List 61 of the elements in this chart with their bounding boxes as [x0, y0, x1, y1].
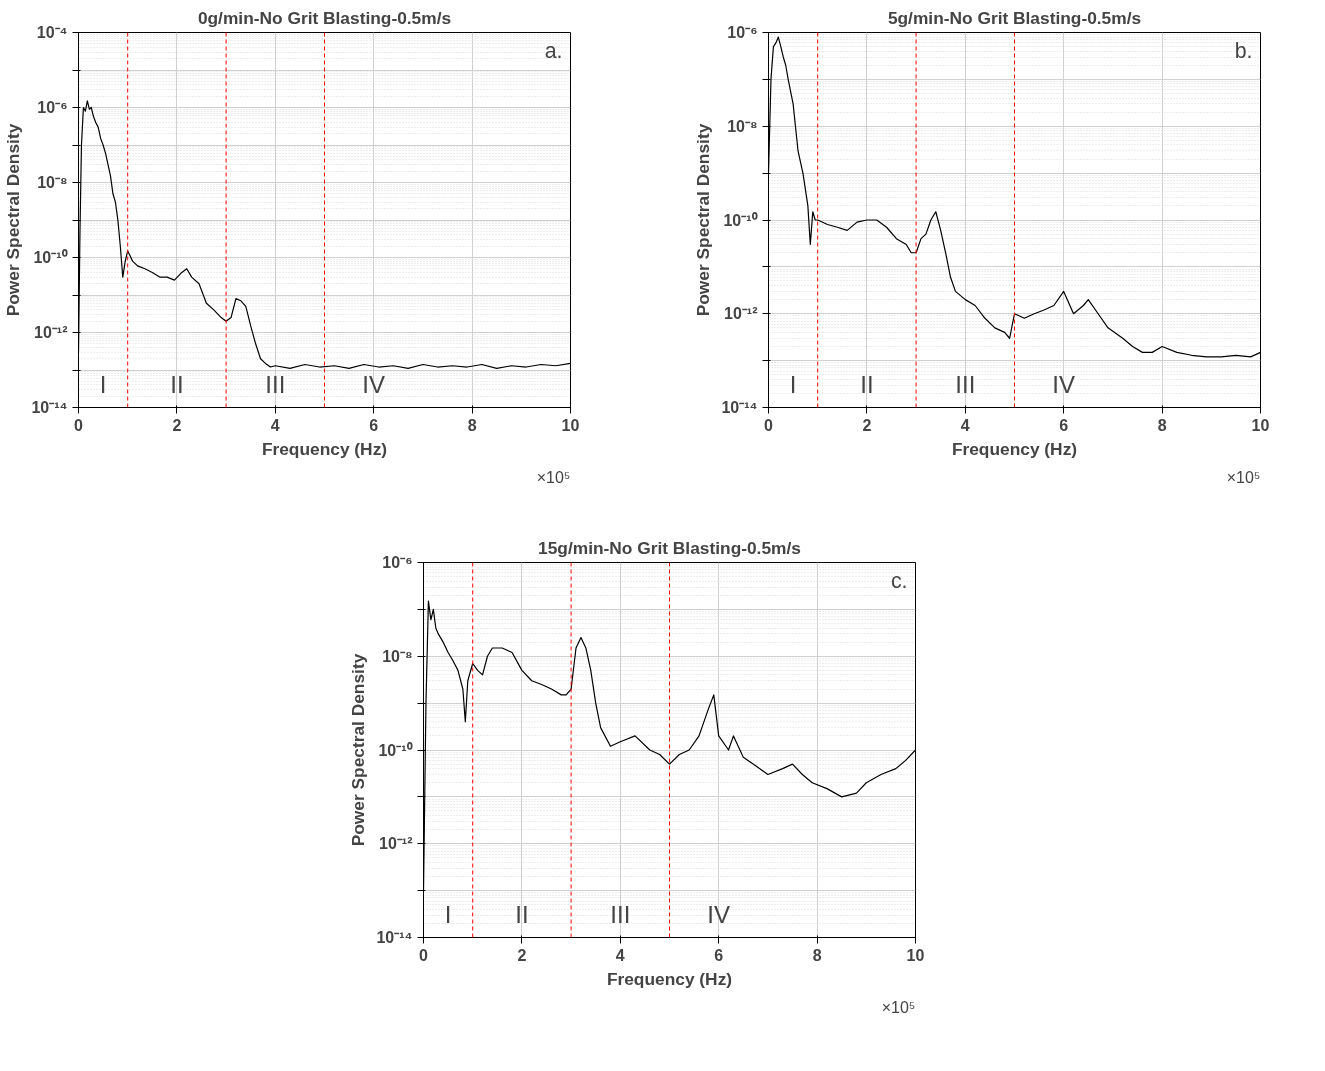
x-tick-label: 6 — [1059, 416, 1069, 434]
y-tick-label: 10⁻⁸ — [382, 647, 413, 665]
x-tick-label: 8 — [1157, 416, 1167, 434]
chart-title: 15g/min-No Grit Blasting-0.5m/s — [538, 537, 801, 558]
y-axis-title: Power Spectral Density — [348, 653, 369, 847]
x-tick-label: 2 — [862, 416, 872, 434]
annotation: II — [515, 900, 529, 928]
x-tick-label: 6 — [714, 946, 724, 964]
y-tick-label: 10⁻¹⁰ — [33, 249, 68, 266]
x-tick-label: 4 — [270, 416, 280, 434]
annotation: c. — [890, 568, 908, 593]
annotation: I — [99, 370, 107, 398]
chart-title: 0g/min-No Grit Blasting-0.5m/s — [197, 7, 452, 28]
y-tick-label: 10⁻¹² — [724, 305, 758, 323]
y-tick-label: 10⁻⁸ — [37, 174, 68, 191]
annotation: IV — [707, 900, 731, 928]
annotation: a. — [544, 38, 563, 63]
x-tick-label: 6 — [369, 416, 379, 434]
text: ×10⁵ — [536, 468, 571, 486]
annotation: III — [610, 900, 631, 928]
x-tick-label: 0 — [74, 416, 84, 434]
x-axis-title: Frequency (Hz) — [606, 968, 733, 989]
x-tick-label: 4 — [615, 946, 625, 964]
x-tick-label: 2 — [172, 416, 182, 434]
y-axis-title: Power Spectral Density — [693, 123, 714, 317]
annotation: II — [170, 370, 184, 398]
x-tick-label: 10 — [906, 946, 925, 964]
y-tick-label: 10⁻¹² — [379, 835, 413, 853]
y-tick-label: 10⁻¹⁴ — [31, 399, 68, 416]
y-tick-label: 10⁻¹⁰ — [723, 211, 758, 229]
chart-title: 5g/min-No Grit Blasting-0.5m/s — [887, 7, 1142, 28]
annotation: IV — [1052, 370, 1076, 398]
x-tick-label: 10 — [561, 416, 580, 434]
annotation: IV — [362, 370, 386, 398]
x-axis-title: Frequency (Hz) — [261, 438, 388, 459]
y-tick-label: 10⁻⁶ — [382, 554, 413, 571]
y-tick-label: 10⁻⁶ — [727, 24, 758, 41]
x-tick-label: 10 — [1251, 416, 1270, 434]
y-tick-label: 10⁻¹⁴ — [376, 929, 413, 946]
x-tick-label: 8 — [467, 416, 477, 434]
annotation: b. — [1234, 38, 1253, 63]
text: ×10⁵ — [1226, 468, 1261, 486]
y-tick-label: 10⁻¹⁴ — [721, 399, 758, 416]
x-axis-title: Frequency (Hz) — [951, 438, 1078, 459]
x-tick-label: 2 — [517, 946, 527, 964]
x-tick-label: 0 — [419, 946, 429, 964]
y-tick-label: 10⁻⁸ — [727, 117, 758, 135]
y-tick-label: 10⁻⁶ — [37, 99, 68, 116]
y-tick-label: 10⁻¹⁰ — [378, 741, 413, 759]
x-tick-label: 8 — [812, 946, 822, 964]
annotation: III — [955, 370, 976, 398]
y-tick-label: 10⁻¹² — [34, 324, 68, 341]
annotation: I — [789, 370, 797, 398]
text: ×10⁵ — [881, 998, 916, 1016]
annotation: II — [860, 370, 874, 398]
annotation: III — [265, 370, 286, 398]
y-axis-title: Power Spectral Density — [3, 123, 24, 317]
x-tick-label: 0 — [764, 416, 774, 434]
y-tick-label: 10⁻⁴ — [36, 24, 68, 41]
x-tick-label: 4 — [960, 416, 970, 434]
annotation: I — [444, 900, 452, 928]
